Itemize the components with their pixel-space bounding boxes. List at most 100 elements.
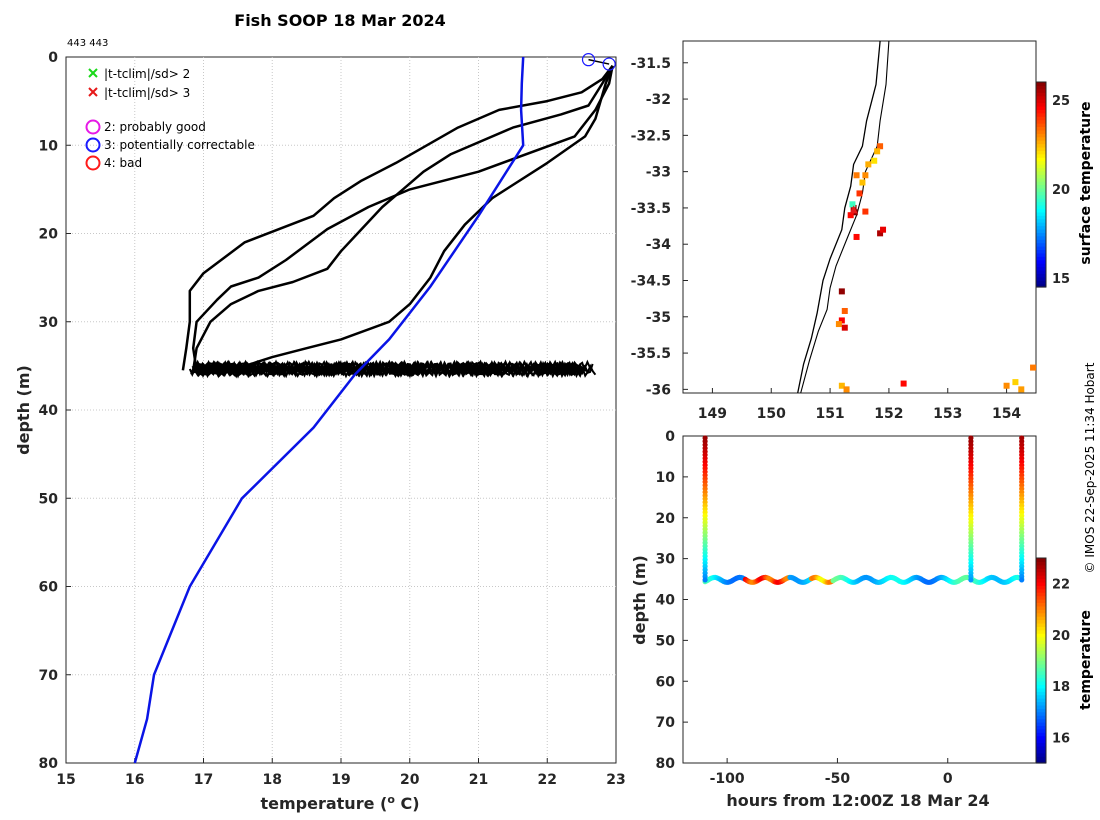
map-x-tick-label: 150 [757, 406, 786, 422]
map-colorbar-tick-label: 25 [1052, 94, 1070, 109]
profile-y-tick-label: 30 [39, 315, 59, 331]
profile-x-tick-label: 19 [331, 772, 350, 788]
map-x-tick-label: 154 [992, 406, 1021, 422]
timeseries-colorbar-segment [1036, 575, 1046, 580]
sst-pixel [862, 208, 869, 215]
map-colorbar-segment [1036, 239, 1046, 244]
map-colorbar-segment [1036, 273, 1046, 278]
timeseries-colorbar-segment [1036, 718, 1046, 723]
map-colorbar-segment [1036, 95, 1046, 100]
cast-location-marker [849, 205, 858, 214]
shelf-edge-line [800, 40, 890, 394]
timeseries-cast-dot [968, 577, 974, 583]
map-colorbar-segment [1036, 157, 1046, 162]
timeseries-colorbar-segment [1036, 626, 1046, 631]
sst-pixel [1018, 386, 1025, 393]
profile-grid [66, 57, 616, 763]
flag3-marker [602, 57, 616, 71]
map-colorbar: 15 20 25 [1035, 81, 1070, 288]
sst-pixel [849, 201, 856, 208]
timeseries-plot: -100 -50 0 0 10 20 30 40 50 60 70 80 16 18 20 22 hour… [630, 429, 1094, 810]
timeseries-colorbar-segment [1036, 629, 1046, 634]
sst-pixel [874, 148, 881, 155]
sst-pixel [838, 288, 845, 295]
sst-pixel [871, 157, 878, 164]
timeseries-colorbar-segment [1036, 643, 1046, 648]
map-y-tick-label: -34.5 [631, 274, 671, 290]
timeseries-colorbar-segment [1036, 568, 1046, 573]
map-x-ticks: 149 150 151 152 153 154 [698, 388, 1021, 422]
profile-y-ticks: 0 10 20 30 40 50 60 70 80 [39, 50, 71, 772]
timeseries-colorbar-segment [1036, 612, 1046, 617]
profile-x-tick-label: 16 [125, 772, 144, 788]
map-colorbar-segment [1036, 99, 1046, 104]
timeseries-colorbar-segment [1036, 759, 1046, 764]
map-y-tick-label: -35 [646, 310, 671, 326]
map-colorbar-segment [1036, 211, 1046, 216]
map-colorbar-segment [1036, 208, 1046, 213]
timeseries-cast-dot [1019, 577, 1025, 583]
profile-y-tick-label: 80 [39, 756, 59, 772]
timeseries-colorbar-segment [1036, 609, 1046, 614]
map-y-tick-label: -33 [646, 165, 671, 181]
timeseries-colorbar-segment [1036, 636, 1046, 641]
map-colorbar-label: surface temperature [1078, 101, 1094, 264]
flag-connector-line [588, 58, 610, 65]
timeseries-x-tick-label: 0 [943, 771, 953, 787]
map-colorbar-segment [1036, 129, 1046, 134]
sst-pixel [859, 179, 866, 186]
map-colorbar-segment [1036, 105, 1046, 110]
profile-flag-markers [581, 53, 616, 71]
map-y-tick-label: -35.5 [631, 346, 671, 362]
sst-pixel [862, 172, 869, 179]
map-y-tick-label: -31.5 [631, 56, 671, 72]
map-x-tick-label: 151 [815, 406, 844, 422]
legend-flag4-label: 4: bad [104, 156, 142, 170]
timeseries-colorbar-segment [1036, 599, 1046, 604]
timeseries-colorbar-tick-label: 18 [1052, 680, 1070, 695]
map-colorbar-segment [1036, 198, 1046, 203]
legend-flag2-icon [85, 119, 101, 135]
sst-pixel [841, 324, 848, 331]
legend-x-red-label: |t-tclim|/sd> 3 [104, 86, 190, 100]
timeseries-y-ticks: 0 10 20 30 40 50 60 70 80 [656, 429, 688, 772]
timeseries-colorbar-frame [1035, 557, 1047, 764]
timeseries-colorbar-tick-label: 22 [1052, 578, 1070, 593]
map-colorbar-segment [1036, 222, 1046, 227]
profile-plot: 15 16 17 18 19 20 21 22 23 0 10 20 30 40 50 60 70 80 Fis… [14, 11, 626, 813]
profile-lines [181, 65, 614, 372]
sst-pixel [880, 226, 887, 233]
map-y-tick-label: -32 [646, 92, 671, 108]
map-colorbar-segment [1036, 215, 1046, 220]
map-colorbar-segment [1036, 160, 1046, 165]
timeseries-colorbar-segment [1036, 592, 1046, 597]
sst-pixel [853, 233, 860, 240]
timeseries-colorbar-segment [1036, 653, 1046, 658]
timeseries-colorbar-segment [1036, 595, 1046, 600]
map-colorbar-segment [1036, 184, 1046, 189]
sst-pixel [856, 190, 863, 197]
timeseries-colorbar-segment [1036, 752, 1046, 757]
map-colorbar-segment [1036, 232, 1046, 237]
map-colorbar-segment [1036, 225, 1046, 230]
map-colorbar-segment [1036, 92, 1046, 97]
timeseries-colorbar-segment [1036, 728, 1046, 733]
map-x-tick-label: 153 [933, 406, 962, 422]
timeseries-colorbar-segment [1036, 701, 1046, 706]
map-colorbar-segment [1036, 263, 1046, 268]
timeseries-colorbar-segment [1036, 561, 1046, 566]
timeseries-colorbar: 16 18 20 22 [1035, 557, 1070, 764]
timeseries-colorbar-label: temperature [1078, 610, 1094, 710]
map-colorbar-segment [1036, 109, 1046, 114]
sst-pixel [835, 321, 842, 328]
timeseries-y-label: depth (m) [630, 555, 649, 645]
timeseries-colorbar-segment [1036, 674, 1046, 679]
map-colorbar-segment [1036, 187, 1046, 192]
timeseries-colorbar-tick-label: 16 [1052, 731, 1070, 746]
timeseries-colorbar-segment [1036, 650, 1046, 655]
timeseries-colorbar-segment [1036, 585, 1046, 590]
profile-y-tick-label: 0 [48, 50, 58, 66]
map-colorbar-segment [1036, 146, 1046, 151]
legend-x-green-label: |t-tclim|/sd> 2 [104, 67, 190, 81]
timeseries-colorbar-segment [1036, 687, 1046, 692]
